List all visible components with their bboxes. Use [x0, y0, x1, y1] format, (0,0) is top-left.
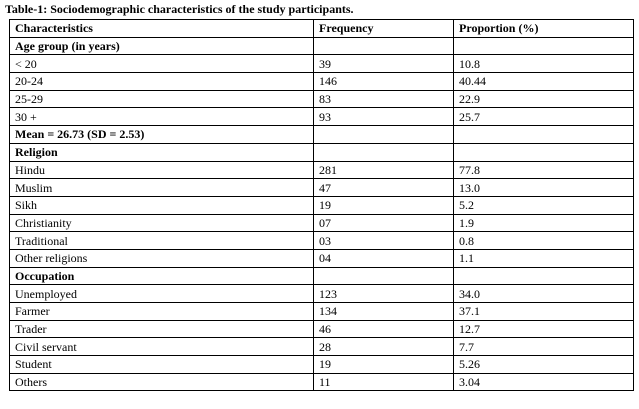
table-row: < 20 39 10.8 — [9, 54, 634, 74]
section-cell — [453, 125, 634, 144]
table-row: Sikh 19 5.2 — [9, 195, 634, 215]
table-row: Characteristics Frequency Proportion (%) — [9, 19, 634, 38]
table-cell: 19 — [313, 355, 454, 374]
table-row: Farmer 134 37.1 — [9, 302, 634, 321]
table-cell: 3.04 — [453, 372, 634, 392]
table-cell: 0.8 — [453, 231, 634, 250]
section-cell: Mean = 26.73 (SD = 2.53) — [9, 125, 314, 144]
table-row: Occupation — [9, 266, 634, 286]
section-cell — [313, 125, 454, 144]
header-cell: Frequency — [313, 19, 454, 38]
table-cell: 7.7 — [453, 337, 634, 357]
table-row: Mean = 26.73 (SD = 2.53) — [9, 125, 634, 144]
table-row: Trader 46 12.7 — [9, 319, 634, 339]
table-row: Hindu 281 77.8 — [9, 160, 634, 180]
table-row: Muslim 47 13.0 — [9, 178, 634, 197]
table-row: Student 19 5.26 — [9, 355, 634, 374]
table-cell: 07 — [313, 213, 454, 233]
table-title: Table-1: Sociodemographic characteristic… — [5, 2, 354, 16]
table-cell: Other religions — [9, 248, 314, 268]
table-row: Civil servant 28 7.7 — [9, 337, 634, 357]
table-cell: 25.7 — [453, 107, 634, 127]
table-cell: Civil servant — [9, 337, 314, 357]
table-cell: 30 + — [9, 107, 314, 127]
table-cell: 28 — [313, 337, 454, 357]
table-cell: Others — [9, 372, 314, 392]
table-cell: 12.7 — [453, 319, 634, 339]
table-row: Other religions 04 1.1 — [9, 248, 634, 268]
table-row: Religion — [9, 142, 634, 162]
table-row: Others 11 3.04 — [9, 372, 634, 392]
header-cell: Characteristics — [9, 19, 314, 38]
table-row: Unemployed 123 34.0 — [9, 284, 634, 303]
table-row: Christianity 07 1.9 — [9, 213, 634, 233]
data-table: Characteristics Frequency Proportion (%) Ag… — [9, 19, 634, 392]
table-cell: 146 — [313, 72, 454, 91]
table-cell: 134 — [313, 302, 454, 321]
section-cell — [453, 36, 634, 56]
table-cell: Unemployed — [9, 284, 314, 303]
table-row: 25-29 83 22.9 — [9, 89, 634, 109]
table-cell: 1.9 — [453, 213, 634, 233]
table-cell: 5.2 — [453, 195, 634, 215]
table-cell: 37.1 — [453, 302, 634, 321]
section-cell — [453, 266, 634, 286]
table-cell: 39 — [313, 54, 454, 74]
table-cell: 04 — [313, 248, 454, 268]
table-cell: 46 — [313, 319, 454, 339]
table-row: Traditional 03 0.8 — [9, 231, 634, 250]
table-cell: 5.26 — [453, 355, 634, 374]
table-cell: Muslim — [9, 178, 314, 197]
table-cell: Farmer — [9, 302, 314, 321]
table-cell: Trader — [9, 319, 314, 339]
section-cell — [313, 266, 454, 286]
table-cell: 1.1 — [453, 248, 634, 268]
header-cell: Proportion (%) — [453, 19, 634, 38]
table-cell: 123 — [313, 284, 454, 303]
table-cell: 77.8 — [453, 160, 634, 180]
table-cell: < 20 — [9, 54, 314, 74]
section-cell — [453, 142, 634, 162]
table-cell: 11 — [313, 372, 454, 392]
table-cell: Hindu — [9, 160, 314, 180]
table-cell: 25-29 — [9, 89, 314, 109]
table-cell: 34.0 — [453, 284, 634, 303]
section-cell — [313, 36, 454, 56]
table-cell: 20-24 — [9, 72, 314, 91]
section-cell: Religion — [9, 142, 314, 162]
table-cell: 03 — [313, 231, 454, 250]
table-cell: Sikh — [9, 195, 314, 215]
table-cell: 22.9 — [453, 89, 634, 109]
table-cell: 83 — [313, 89, 454, 109]
table-cell: 19 — [313, 195, 454, 215]
table-cell: 281 — [313, 160, 454, 180]
section-cell: Occupation — [9, 266, 314, 286]
table-cell: 13.0 — [453, 178, 634, 197]
section-cell: Age group (in years) — [9, 36, 314, 56]
table-cell: Traditional — [9, 231, 314, 250]
table-row: 20-24 146 40.44 — [9, 72, 634, 91]
table-row: 30 +93 25.7 — [9, 107, 634, 127]
table-cell: 47 — [313, 178, 454, 197]
table-cell: 93 — [313, 107, 454, 127]
table-cell: 10.8 — [453, 54, 634, 74]
table-row: Age group (in years) — [9, 36, 634, 56]
table-cell: Student — [9, 355, 314, 374]
section-cell — [313, 142, 454, 162]
table-cell: 40.44 — [453, 72, 634, 91]
table-cell: Christianity — [9, 213, 314, 233]
